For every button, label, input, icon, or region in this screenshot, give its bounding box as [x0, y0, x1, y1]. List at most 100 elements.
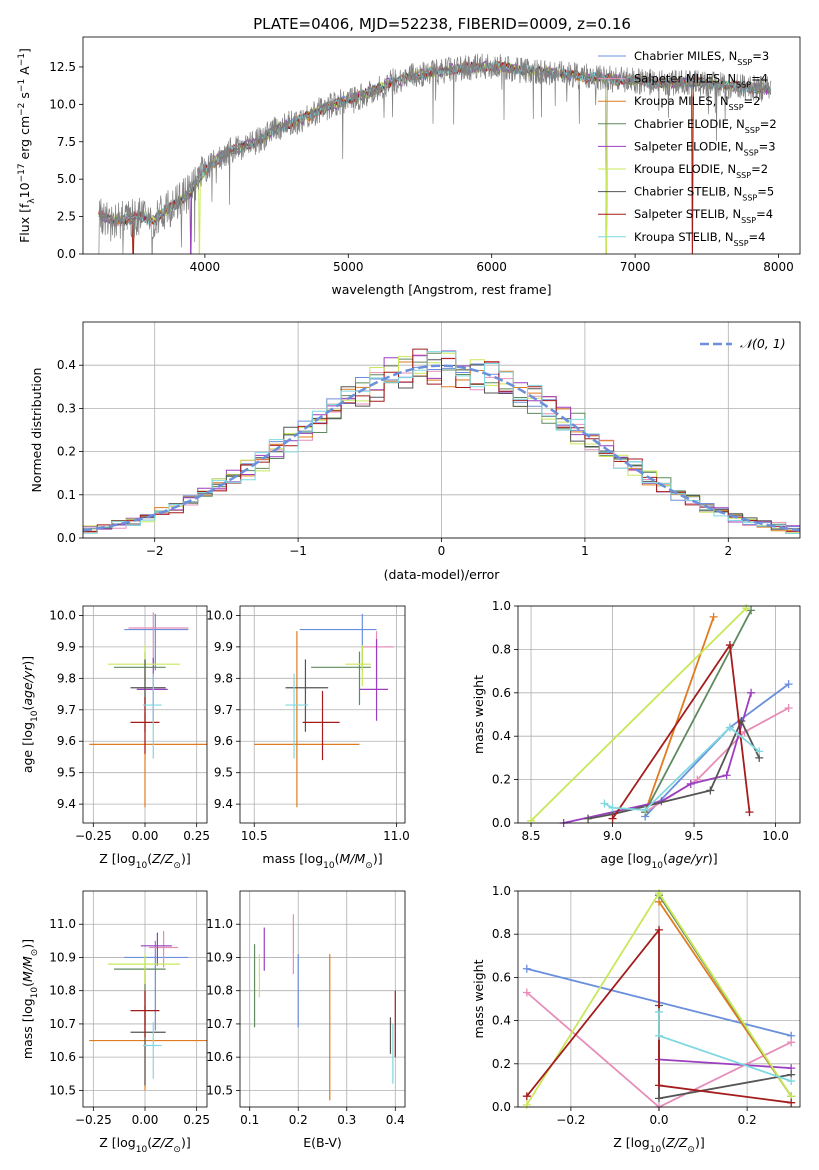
data-spectrum: [98, 53, 772, 254]
weight-marker-kroupa_elodie: [742, 604, 751, 613]
y-tick-label: 2.5: [57, 210, 76, 224]
x-axis-label: Z [log10(Z/Z⊙)]: [99, 851, 190, 871]
weight-line-salpeter_elodie: [658, 1058, 792, 1069]
figure-title: PLATE=0406, MJD=52238, FIBERID=0009, z=0…: [253, 15, 631, 33]
weight-marker-salpeter_stelib: [787, 1098, 796, 1107]
legend-label-salpeter_elodie: Salpeter ELODIE, NSSP=3: [634, 139, 776, 157]
y-tick-label: 0.0: [492, 1100, 511, 1114]
legend-label-kroupa_elodie: Kroupa ELODIE, NSSP=2: [634, 162, 768, 180]
y-tick-label: 10.0: [49, 97, 76, 111]
histogram-salpeter_stelib: [83, 348, 800, 532]
mass-vs-ebv-panel: 0.1 0.2 0.3 0.4 10.5 10.6 10.7 10.8 10.9 11.0 E(B-…: [206, 890, 406, 1150]
x-tick-label: 0.25: [183, 829, 210, 843]
x-tick-label: 0.00: [132, 829, 159, 843]
weight-marker-salpeter_stelib: [608, 814, 617, 823]
y-tick-label: 0.2: [492, 773, 511, 787]
y-tick-label: 9.5: [57, 766, 76, 780]
y-tick-label: 0.0: [492, 816, 511, 830]
x-axis-label: Z [log10(Z/Z⊙)]: [99, 1135, 190, 1155]
y-tick-label: 11.0: [206, 917, 233, 931]
y-tick-label: 7.5: [57, 135, 76, 149]
model-spectrum-kroupa_stelib: [98, 59, 772, 228]
x-tick-label: −1: [289, 544, 307, 558]
weight-marker-chabrier_stelib: [706, 786, 715, 795]
y-tick-label: 10.9: [206, 950, 233, 964]
y-tick-label: 10.7: [49, 1017, 76, 1031]
y-axis-label: age [log10(age/yr)]: [20, 656, 40, 773]
x-axis-label: Z [log10(Z/Z⊙)]: [613, 1135, 704, 1155]
y-tick-label: 5.0: [57, 172, 76, 186]
y-tick-label: 9.8: [57, 671, 76, 685]
y-tick-label: 0.3: [57, 401, 76, 415]
weight-marker-kroupa_stelib: [655, 1031, 663, 1040]
spectrum-legend: Chabrier MILES, NSSP=3 Salpeter MILES, NS…: [598, 49, 777, 247]
y-tick-label: 9.9: [214, 640, 233, 654]
y-tick-label: 12.5: [49, 60, 76, 74]
x-tick-label: 1: [581, 544, 589, 558]
legend-label-salpeter_stelib: Salpeter STELIB, NSSP=4: [634, 207, 773, 225]
x-tick-label: 0.4: [386, 1113, 405, 1127]
weight-line-kroupa_miles: [644, 616, 715, 813]
weight-marker-kroupa_stelib: [655, 1007, 663, 1016]
x-tick-label: 5000: [333, 260, 364, 274]
weight-marker-chabrier_miles: [784, 680, 793, 689]
x-tick-label: 0.25: [183, 1113, 210, 1127]
spectrum-lines: [98, 53, 772, 254]
weight-marker-salpeter_elodie: [722, 771, 731, 780]
y-tick-label: 0.4: [492, 1014, 511, 1028]
y-tick-label: 10.6: [49, 1050, 76, 1064]
histogram-legend: 𝒩(0, 1): [700, 336, 786, 351]
age-vs-metallicity-panel: −0.25 0.00 0.25 9.4 9.5 9.6 9.7 9.8 9.9 10.0 Z [lo…: [20, 605, 210, 871]
residual-histogram-panel: −2 −1 0 1 2 0.0 0.1 0.2 0.3 0.4 (data-model)/error…: [29, 321, 801, 582]
x-tick-label: 0: [438, 544, 446, 558]
plot-area: [240, 891, 405, 1107]
y-tick-label: 10.9: [49, 950, 76, 964]
x-tick-label: 8.5: [521, 829, 540, 843]
y-tick-label: 9.6: [57, 734, 76, 748]
y-tick-label: 10.8: [49, 984, 76, 998]
x-tick-label: 0.1: [240, 1113, 259, 1127]
y-axis-label: Normed distribution: [29, 368, 44, 493]
x-tick-label: 0.3: [337, 1113, 356, 1127]
histogram-kroupa_stelib: [83, 351, 800, 534]
weight-marker-kroupa_stelib: [641, 805, 650, 814]
y-tick-label: 10.8: [206, 984, 233, 998]
x-tick-label: 9.0: [603, 829, 622, 843]
y-tick-label: 9.9: [57, 640, 76, 654]
x-tick-label: 10.0: [762, 829, 789, 843]
y-axis-label: mass weight: [471, 675, 486, 754]
y-axis-label: mass [log10(M/M⊙)]: [20, 939, 40, 1059]
weight-marker-kroupa_miles: [709, 612, 718, 621]
y-tick-label: 9.5: [214, 766, 233, 780]
axes-frame: [82, 36, 801, 255]
legend-label-salpeter_miles: Salpeter MILES, NSSP=4: [634, 72, 768, 90]
y-tick-label: 0.2: [492, 1057, 511, 1071]
y-tick-label: 0.1: [57, 488, 76, 502]
x-tick-label: 8000: [763, 260, 794, 274]
weight-line-salpeter_stelib: [526, 927, 792, 1104]
legend-label-kroupa_miles: Kroupa MILES, NSSP=2: [634, 94, 760, 112]
axes-frame: [239, 890, 406, 1108]
weight-marker-chabrier_elodie: [747, 606, 756, 615]
x-tick-label: 10.5: [241, 829, 268, 843]
x-tick-label: 0.2: [289, 1113, 308, 1127]
x-tick-label: 7000: [620, 260, 651, 274]
weight-marker-salpeter_stelib: [745, 808, 754, 817]
age-vs-mass-panel: 10.5 11.0 9.4 9.5 9.6 9.7 9.8 9.9 10.0 mass [log1…: [206, 605, 410, 871]
y-tick-label: 10.6: [206, 1050, 233, 1064]
y-tick-label: 11.0: [49, 917, 76, 931]
y-tick-label: 0.2: [57, 445, 76, 459]
axes-frame: [239, 605, 406, 824]
weight-marker-kroupa_elodie: [655, 889, 663, 898]
x-tick-label: 0.0: [649, 1113, 668, 1127]
y-tick-label: 9.6: [214, 734, 233, 748]
legend-label-chabrier_stelib: Chabrier STELIB, NSSP=5: [634, 185, 774, 203]
normal-curve: [82, 364, 801, 532]
weight-marker-kroupa_elodie: [522, 1100, 531, 1109]
x-axis-label: E(B-V): [303, 1135, 342, 1150]
legend-label-kroupa_stelib: Kroupa STELIB, NSSP=4: [634, 230, 765, 248]
weight-line-chabrier_elodie: [644, 609, 752, 813]
x-tick-label: −0.25: [75, 1113, 112, 1127]
y-tick-label: 9.8: [214, 671, 233, 685]
